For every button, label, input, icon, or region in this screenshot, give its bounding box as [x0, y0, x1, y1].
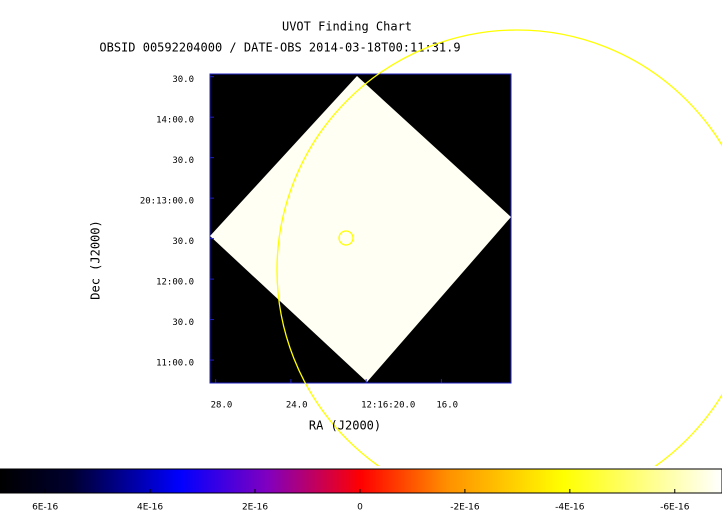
y-tick-label: 30.0 — [172, 75, 194, 85]
x-axis-label: RA (J2000) — [309, 419, 381, 433]
colorbar-tick-label: 4E-16 — [137, 503, 163, 511]
y-axis-label: Dec (J2000) — [89, 220, 103, 299]
error-circle — [276, 29, 722, 466]
colorbar — [0, 468, 722, 494]
colorbar-tick-label: 0 — [357, 503, 363, 511]
subtitle: OBSID 00592204000 / DATE-OBS 2014-03-18T… — [99, 41, 460, 55]
colorbar-tick-label: 6E-16 — [32, 503, 58, 511]
y-tick-label: 30.0 — [172, 156, 194, 166]
y-tick-label: 14:00.0 — [156, 116, 194, 126]
y-tick-label: 11:00.0 — [156, 359, 194, 369]
x-tick-label: 24.0 — [286, 401, 308, 411]
exposure-footprint — [210, 76, 511, 382]
y-tick-label: 12:00.0 — [156, 278, 194, 288]
title: UVOT Finding Chart — [282, 20, 412, 34]
colorbar-tick-label: -2E-16 — [450, 503, 480, 511]
y-tick-label: 20:13:00.0 — [140, 197, 194, 207]
x-tick-label: 16.0 — [436, 401, 458, 411]
x-tick-label: 28.0 — [211, 401, 233, 411]
x-tick-label: 12:16:20.0 — [361, 401, 415, 411]
y-tick-label: 30.0 — [172, 318, 194, 328]
source-circle — [338, 230, 354, 246]
colorbar-tick-label: -6E-16 — [660, 503, 690, 511]
colorbar-tick-label: 2E-16 — [242, 503, 268, 511]
colorbar-tick-label: -4E-16 — [555, 503, 585, 511]
y-tick-label: 30.0 — [172, 237, 194, 247]
